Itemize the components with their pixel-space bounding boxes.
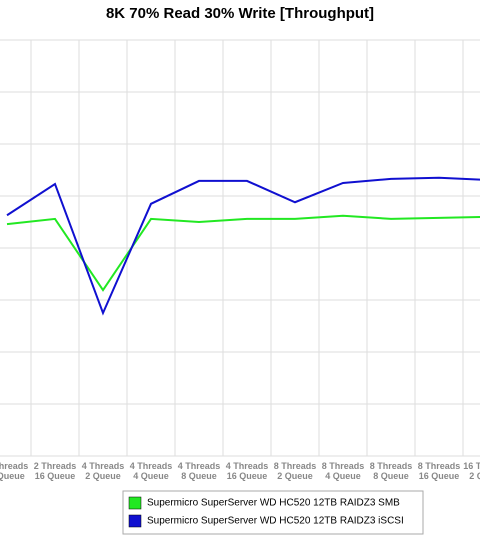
line [6, 176, 480, 316]
legend-label: Supermicro SuperServer WD HC520 12TB RAI… [147, 516, 404, 527]
x-tick-label: 8 Queue [373, 471, 409, 481]
legend-label: Supermicro SuperServer WD HC520 12TB RAI… [147, 498, 400, 509]
chart-title: 8K 70% Read 30% Write [Throughput] [106, 5, 374, 22]
x-tick-label: 8 Threads [274, 461, 317, 471]
x-tick-label: 4 Threads [130, 461, 173, 471]
x-tick-label: 8 Threads [322, 461, 365, 471]
x-tick-label: 2 Queue [85, 471, 121, 481]
x-tick-label: 4 Threads [226, 461, 269, 471]
line [6, 214, 480, 292]
x-tick-label: 4 Queue [133, 471, 169, 481]
legend-box [122, 490, 424, 535]
x-tick-label: 8 Queue [181, 471, 217, 481]
x-tick-label: 8 Threads [370, 461, 413, 471]
x-tick-label: 4 Threads [178, 461, 221, 471]
legend-swatch [128, 496, 142, 510]
x-tick-label: 8 Queue [0, 471, 25, 481]
x-tick-label: 2 Threads [34, 461, 77, 471]
x-tick-label: 16 Queue [419, 471, 460, 481]
x-tick-label: 2 Queue [469, 471, 480, 481]
x-tick-label: 2 Queue [277, 471, 313, 481]
x-tick-label: 2 Threads [0, 461, 28, 471]
x-tick-label: 4 Queue [325, 471, 361, 481]
x-tick-label: 16 Queue [35, 471, 76, 481]
x-tick-label: 4 Threads [82, 461, 125, 471]
x-tick-label: 16 Threads [463, 461, 480, 471]
x-tick-label: 8 Threads [418, 461, 461, 471]
legend-swatch [128, 514, 142, 528]
x-tick-label: 16 Queue [227, 471, 268, 481]
